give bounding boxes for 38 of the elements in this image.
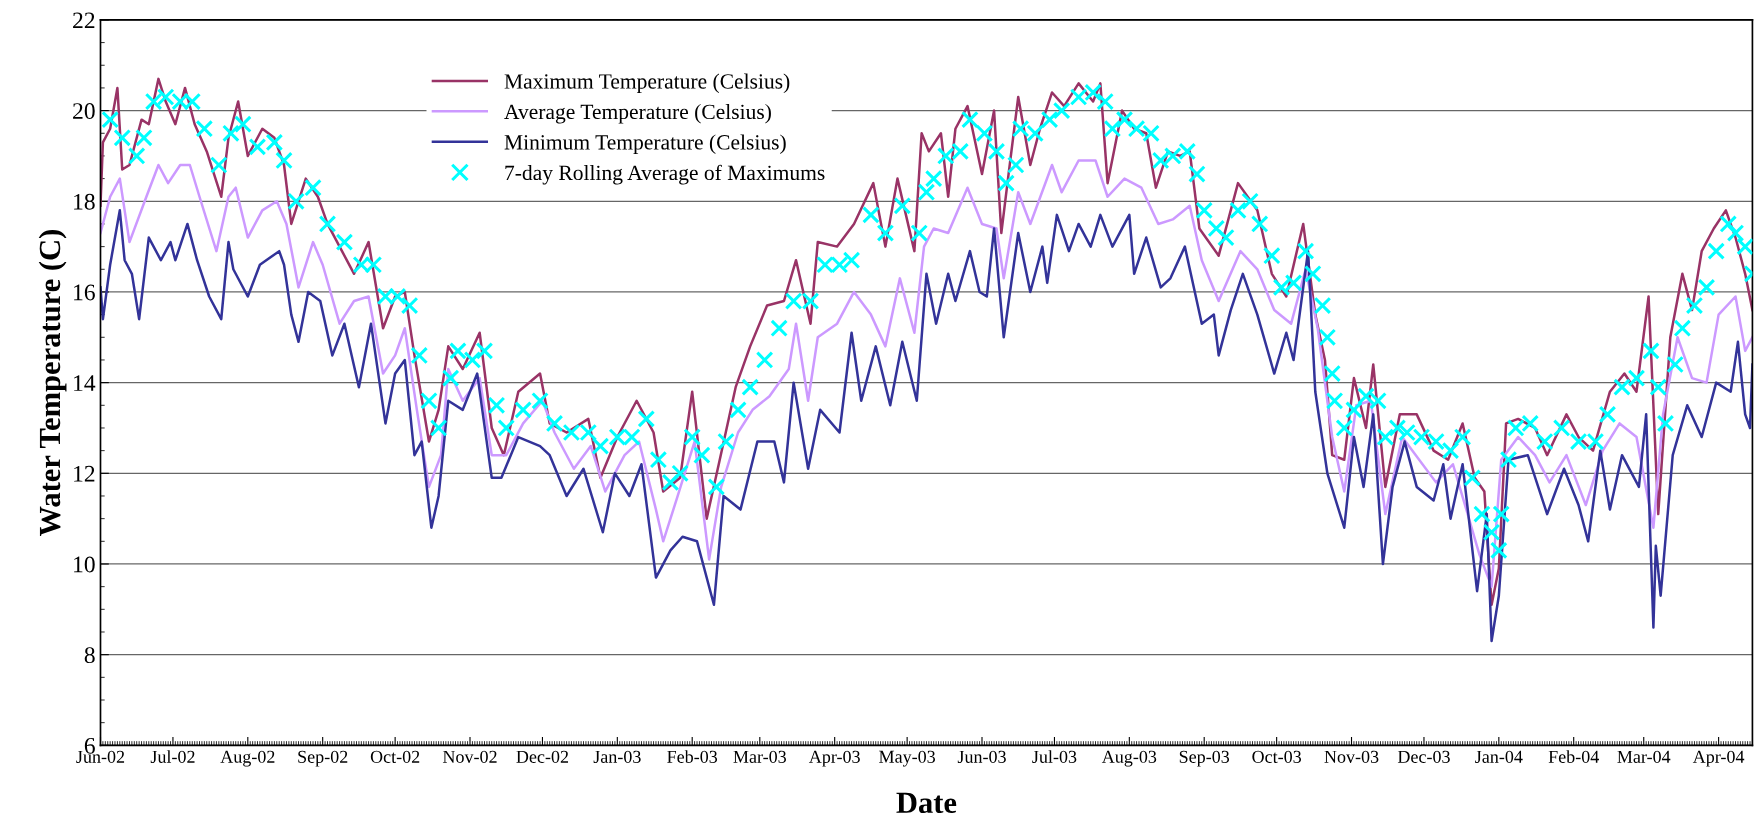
x-tick-label: Apr-04 (1692, 750, 1745, 767)
x-tick-label: Dec-02 (516, 750, 569, 763)
x-tick-label: Jun-03 (957, 750, 1006, 763)
x-tick-label: Jan-04 (1475, 750, 1523, 763)
y-tick-label: 8 (84, 647, 95, 664)
x-tick-label: Jul-03 (1032, 750, 1077, 763)
x-tick-label: Mar-03 (733, 750, 786, 763)
x-tick-label: Sep-02 (298, 750, 348, 767)
x-tick-label: Mar-04 (1617, 750, 1671, 763)
y-tick-label: 20 (73, 103, 95, 120)
legend-label: 7-day Rolling Average of Maximums (505, 164, 825, 185)
y-tick-label: 18 (74, 193, 95, 210)
x-tick-label: Nov-02 (442, 750, 497, 763)
x-tick-label: Apr-03 (808, 750, 860, 767)
legend-label: Minimum Temperature (Celsius) (504, 134, 786, 154)
x-tick-label: Feb-04 (1548, 750, 1599, 763)
x-tick-label: Oct-02 (370, 750, 420, 763)
y-tick-label: 16 (74, 284, 95, 301)
x-tick-label: Oct-03 (1252, 750, 1302, 763)
y-tick-label: 10 (74, 556, 95, 573)
y-tick-label: 12 (74, 465, 95, 482)
x-tick-label: Aug-02 (220, 750, 275, 767)
x-tick-label: Nov-03 (1324, 750, 1379, 763)
x-tick-label: Jan-03 (593, 750, 641, 763)
x-tick-label: Jul-02 (150, 750, 195, 763)
y-tick-label: 22 (73, 12, 95, 29)
x-tick-label: Sep-03 (1179, 750, 1230, 767)
x-tick-label: Dec-03 (1397, 750, 1450, 763)
y-tick-label: 14 (74, 375, 96, 391)
line-series (100, 209, 1753, 643)
x-axis-title: Date (896, 792, 957, 814)
x-tick-label: Aug-03 (1101, 750, 1157, 767)
legend-label: Maximum Temperature (Celsius) (504, 73, 790, 94)
x-tick-label: Feb-03 (667, 750, 718, 763)
y-axis-title: Water Temperature (C) (38, 230, 67, 537)
x-tick-label: May-03 (879, 750, 936, 767)
legend-label: Average Temperature (Celsius) (504, 103, 771, 124)
line-series (100, 159, 1753, 588)
